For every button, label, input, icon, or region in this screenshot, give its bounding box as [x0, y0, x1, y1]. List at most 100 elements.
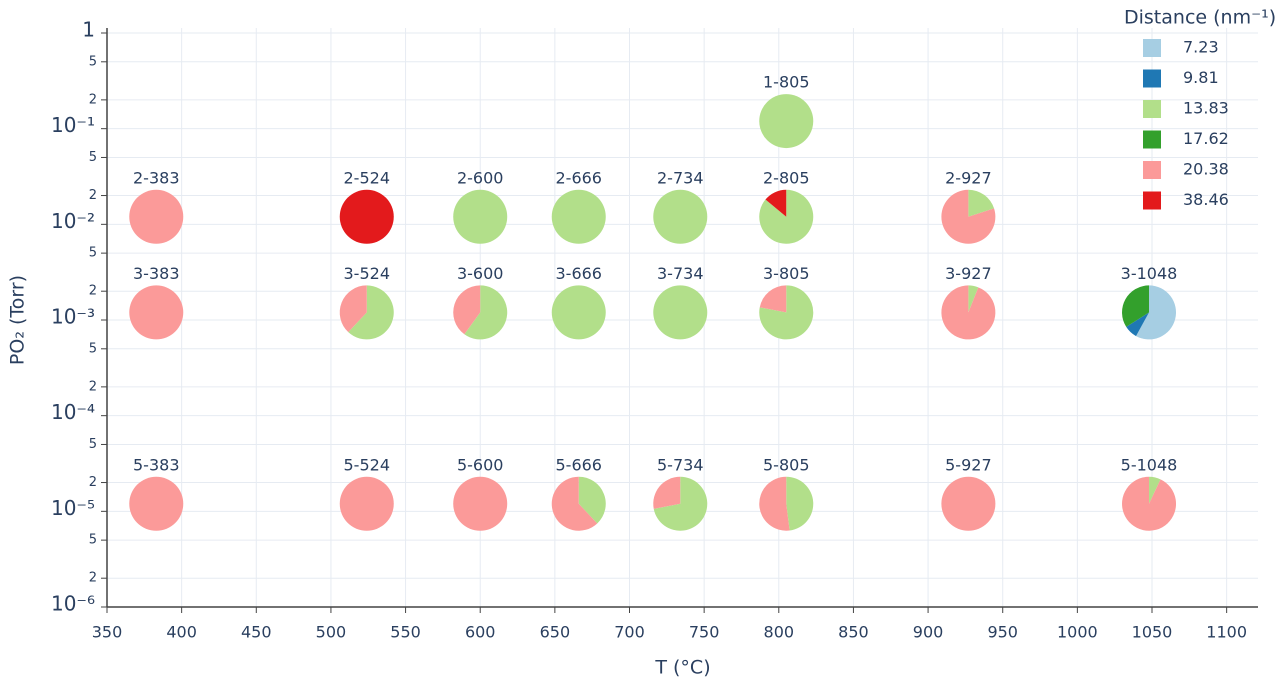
pie — [941, 476, 996, 531]
x-tick-label: 650 — [540, 623, 571, 642]
pie-slice — [1136, 285, 1177, 340]
pie-slice — [941, 285, 996, 340]
pie — [1122, 285, 1177, 340]
pie-slice — [759, 285, 814, 340]
point-label: 2-600 — [457, 168, 504, 187]
y-tick-label: 10⁻⁴ — [51, 400, 95, 424]
pie-slice — [653, 285, 708, 340]
x-tick-label: 450 — [241, 623, 272, 642]
pie-slice — [1149, 476, 1161, 504]
point-label: 1-805 — [763, 73, 810, 92]
point-label: 5-1048 — [1121, 455, 1178, 474]
pie-slice — [1122, 285, 1150, 327]
pie-slice — [129, 476, 184, 531]
pie — [339, 189, 394, 244]
x-tick-label: 1000 — [1057, 623, 1098, 642]
legend-swatch — [1143, 130, 1161, 149]
pie-slice — [653, 476, 681, 509]
y-tick-label: 2 — [89, 92, 97, 107]
y-tick-label: 5 — [89, 54, 97, 69]
pie-slice — [453, 189, 508, 244]
x-tick-label: 350 — [92, 623, 123, 642]
pie-slice — [759, 94, 814, 149]
y-tick-label: 2 — [89, 284, 97, 299]
pie-slice — [453, 285, 481, 335]
y-tick-label: 5 — [89, 150, 97, 165]
pie — [339, 285, 394, 340]
x-tick-label: 700 — [614, 623, 645, 642]
point-label: 3-383 — [133, 264, 180, 283]
pie — [453, 476, 508, 531]
x-tick-label: 400 — [166, 623, 197, 642]
legend-label: 13.83 — [1183, 99, 1229, 118]
pie-slice — [941, 476, 996, 531]
y-axis-title: PO₂ (Torr) — [7, 275, 29, 365]
pie — [453, 285, 508, 340]
pie — [759, 285, 814, 340]
legend-label: 9.81 — [1183, 68, 1219, 87]
point-label: 5-734 — [657, 455, 704, 474]
point-label: 2-805 — [763, 168, 810, 187]
pie — [339, 476, 394, 531]
legend-label: 20.38 — [1183, 160, 1229, 179]
y-tick-label: 5 — [89, 341, 97, 356]
point-label: 3-1048 — [1121, 264, 1178, 283]
y-tick-label: 2 — [89, 571, 97, 586]
x-tick-label: 900 — [913, 623, 944, 642]
y-tick-label: 5 — [89, 533, 97, 548]
pie-slice — [578, 476, 606, 524]
y-tick-label: 10⁻⁶ — [51, 592, 95, 616]
x-tick-label: 800 — [764, 623, 795, 642]
point-label: 3-927 — [945, 264, 992, 283]
pie-slice — [941, 189, 996, 244]
point-label: 2-383 — [133, 168, 180, 187]
y-tick-label: 5 — [89, 437, 97, 452]
pie-slice — [348, 285, 394, 340]
pie — [653, 285, 708, 340]
pie-slice — [129, 189, 184, 244]
pie-slice — [339, 285, 367, 333]
pie-slice — [968, 285, 979, 313]
point-label: 5-383 — [133, 455, 180, 474]
point-label: 5-600 — [457, 455, 504, 474]
pie-slice — [551, 476, 598, 531]
x-tick-label: 1050 — [1132, 623, 1173, 642]
legend-swatch — [1143, 100, 1161, 118]
x-tick-label: 1100 — [1206, 623, 1247, 642]
pie-slice — [653, 476, 708, 531]
y-tick-label: 2 — [89, 379, 97, 394]
pie-slice — [129, 285, 184, 340]
point-label: 2-734 — [657, 168, 704, 187]
pie — [551, 285, 606, 340]
x-tick-label: 850 — [838, 623, 869, 642]
x-tick-label: 750 — [689, 623, 720, 642]
legend-swatch — [1143, 39, 1161, 57]
pie-slice — [464, 285, 508, 340]
pie-slice — [653, 189, 708, 244]
point-label: 3-734 — [657, 264, 704, 283]
point-label: 2-927 — [945, 168, 992, 187]
pie-slice — [551, 285, 606, 340]
legend-swatch — [1143, 191, 1161, 210]
pie — [129, 476, 184, 531]
x-tick-label: 600 — [465, 623, 496, 642]
legend-title: Distance (nm⁻¹) — [1124, 7, 1276, 29]
x-tick-label: 550 — [390, 623, 421, 642]
pie-slice — [551, 189, 606, 244]
pie — [129, 285, 184, 340]
pie-slice — [1122, 476, 1177, 531]
y-tick-label: 10⁻² — [51, 209, 95, 233]
point-label: 5-666 — [555, 455, 602, 474]
point-label: 5-927 — [945, 455, 992, 474]
y-tick-label: 5 — [89, 246, 97, 261]
point-label: 2-666 — [555, 168, 602, 187]
y-tick-label: 2 — [89, 475, 97, 490]
pie-slice — [759, 476, 790, 531]
pie — [129, 189, 184, 244]
y-tick-label: 2 — [89, 188, 97, 203]
pie-slice — [339, 189, 394, 244]
pie — [551, 476, 606, 531]
legend-label: 7.23 — [1183, 38, 1219, 57]
legend-label: 17.62 — [1183, 129, 1229, 148]
